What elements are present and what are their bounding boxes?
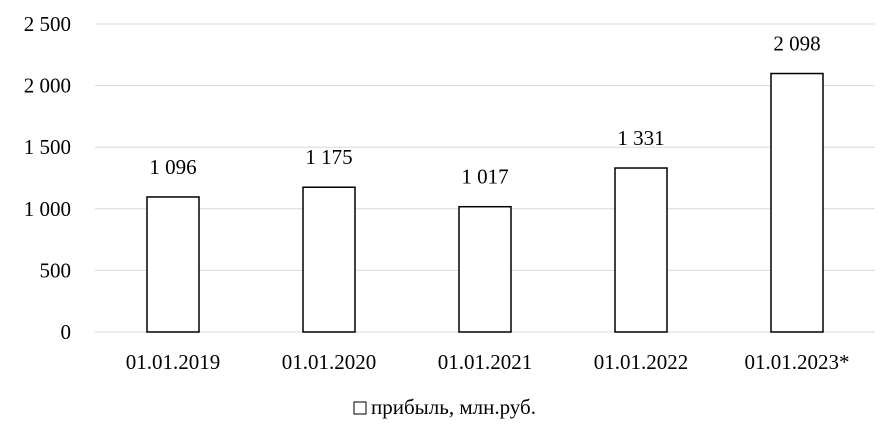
x-axis-categories: 01.01.2019 01.01.2020 01.01.2021 01.01.2022… [126, 350, 850, 374]
bars [146, 72, 824, 333]
y-tick-label: 2 500 [24, 12, 71, 36]
y-tick-label: 1 000 [24, 197, 71, 221]
x-category-label: 01.01.2023* [745, 350, 850, 374]
y-tick-label: 0 [61, 320, 72, 344]
legend-label: прибыль, млн.руб. [371, 395, 536, 419]
data-labels: 1 096 1 175 1 017 1 331 2 098 [149, 32, 820, 189]
x-category-label: 01.01.2022 [594, 350, 689, 374]
data-label: 1 331 [617, 126, 664, 150]
data-label: 2 098 [773, 32, 820, 56]
legend: прибыль, млн.руб. [353, 395, 536, 419]
data-label: 1 096 [149, 155, 196, 179]
x-category-label: 01.01.2020 [282, 350, 377, 374]
x-category-label: 01.01.2019 [126, 350, 221, 374]
y-tick-label: 2 000 [24, 74, 71, 98]
data-label: 1 017 [461, 165, 508, 189]
x-category-label: 01.01.2021 [438, 350, 533, 374]
y-tick-label: 1 500 [24, 135, 71, 159]
bar [458, 205, 512, 333]
data-label: 1 175 [305, 145, 352, 169]
bar [146, 196, 200, 333]
legend-swatch [353, 401, 367, 415]
bar [770, 72, 824, 333]
y-axis-ticks: 0 500 1 000 1 500 2 000 2 500 [24, 12, 71, 344]
y-tick-label: 500 [40, 258, 72, 282]
bar [302, 186, 356, 333]
bar [614, 167, 668, 333]
